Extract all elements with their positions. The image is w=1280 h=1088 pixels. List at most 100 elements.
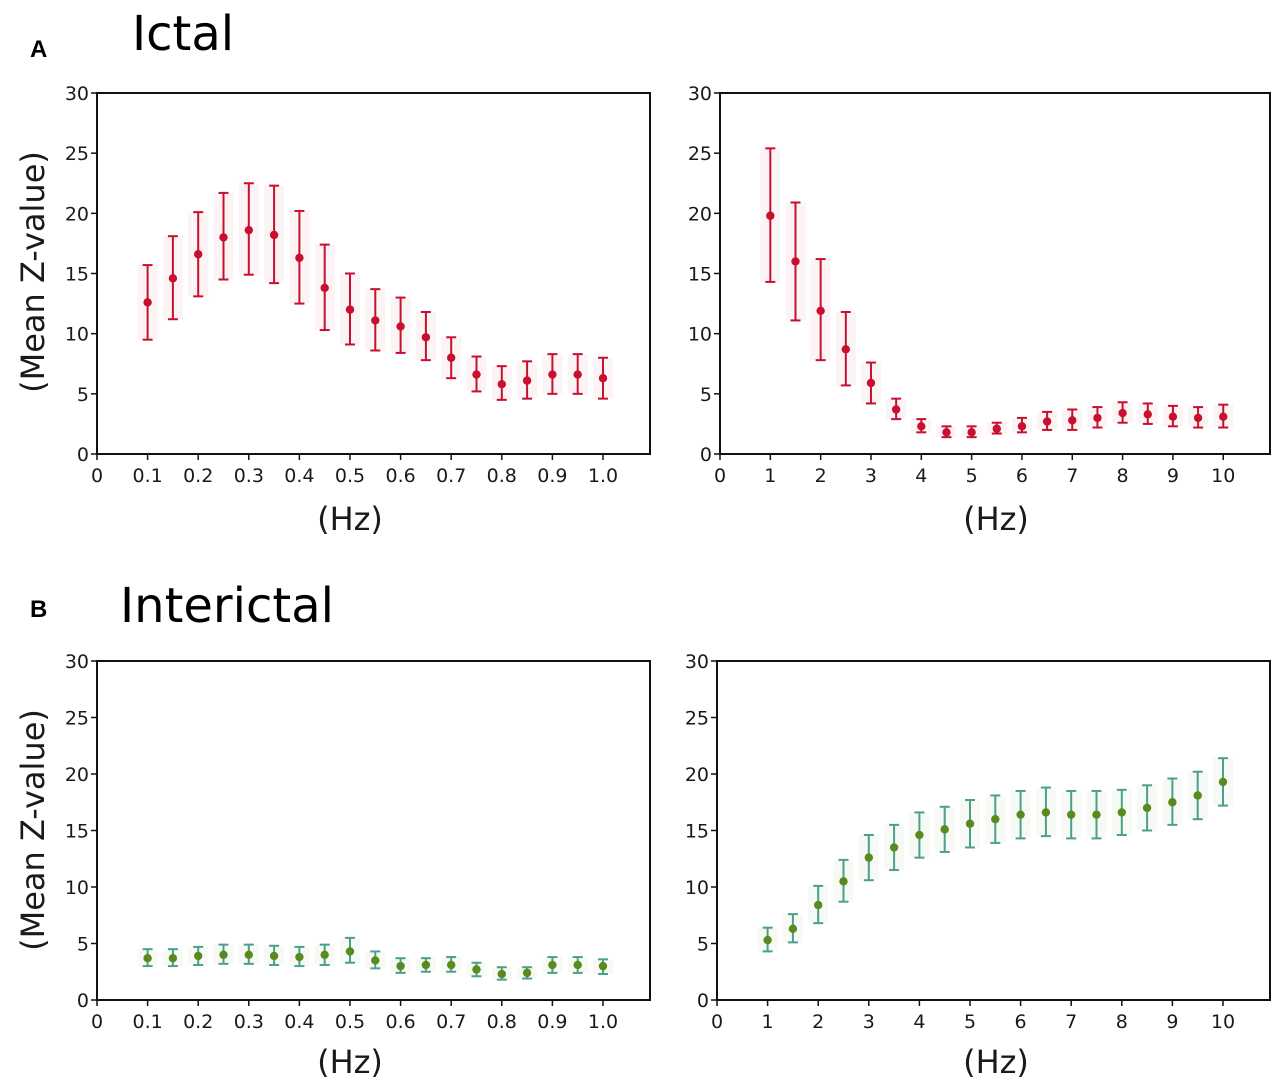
x-tick-label: 1 — [764, 465, 776, 487]
data-point — [791, 257, 800, 266]
y-tick-label: 0 — [77, 990, 89, 1012]
y-tick-label: 15 — [685, 821, 709, 843]
data-point — [522, 376, 532, 385]
data-point — [295, 253, 304, 263]
x-tick-label: 0.1 — [132, 1011, 162, 1033]
y-tick-label: 0 — [697, 990, 709, 1012]
x-tick-label: 0.2 — [183, 465, 213, 487]
x-tick-label: 0.8 — [487, 1011, 517, 1033]
data-point — [548, 960, 557, 970]
x-tick-label: 1.0 — [588, 1011, 618, 1033]
data-point — [1117, 808, 1126, 817]
data-point — [219, 233, 228, 242]
data-point — [446, 960, 456, 970]
data-point — [1193, 413, 1203, 423]
data-point — [219, 950, 228, 959]
y-tick-label: 25 — [685, 708, 709, 730]
data-point — [371, 956, 380, 965]
x-axis-label: (Hz) — [963, 500, 1029, 538]
x-tick-label: 2 — [812, 1011, 824, 1033]
x-tick-label: 4 — [915, 465, 927, 487]
panel-b-title: Interictal — [120, 578, 334, 634]
data-point — [942, 428, 951, 437]
data-point — [193, 250, 203, 259]
x-tick-label: 9 — [1167, 465, 1179, 487]
x-tick-label: 0.5 — [335, 1011, 365, 1033]
x-tick-label: 3 — [863, 1011, 875, 1033]
x-tick-label: 6 — [1015, 1011, 1027, 1033]
x-tick-label: 0.8 — [487, 465, 517, 487]
x-tick-label: 0.9 — [537, 1011, 567, 1033]
data-point — [143, 953, 152, 963]
data-point — [320, 950, 329, 959]
data-point — [371, 316, 380, 325]
panel-a-title: Ictal — [132, 6, 234, 62]
x-tick-label: 3 — [865, 465, 877, 487]
data-point — [269, 230, 279, 240]
data-point — [168, 953, 178, 963]
x-tick-label: 1 — [762, 1011, 774, 1033]
data-point — [841, 345, 851, 354]
data-point — [763, 935, 772, 945]
data-point — [891, 405, 901, 414]
data-point — [1068, 416, 1077, 425]
data-point — [598, 961, 608, 971]
y-tick-label: 30 — [685, 651, 709, 673]
x-axis-label: (Hz) — [317, 1043, 383, 1081]
data-point — [940, 825, 949, 834]
data-point — [573, 960, 582, 970]
data-point — [1142, 803, 1152, 813]
x-tick-label: 0 — [91, 1011, 103, 1033]
y-tick-label: 5 — [697, 934, 709, 956]
x-axis-label: (Hz) — [963, 1043, 1029, 1081]
data-point — [864, 853, 873, 862]
x-tick-label: 6 — [1016, 465, 1028, 487]
data-point — [788, 924, 798, 934]
y-tick-label: 30 — [688, 83, 712, 105]
y-tick-label: 30 — [65, 651, 89, 673]
y-tick-label: 0 — [77, 444, 89, 466]
y-tick-label: 20 — [65, 764, 89, 786]
x-tick-label: 0 — [711, 1011, 723, 1033]
data-point — [472, 965, 481, 974]
x-tick-label: 0.6 — [385, 1011, 415, 1033]
data-point — [295, 952, 304, 962]
ylabel-row-a: (Mean Z-value) — [14, 151, 52, 393]
data-point — [446, 353, 456, 362]
data-point — [1017, 422, 1027, 431]
x-tick-label: 0.6 — [385, 465, 415, 487]
x-tick-label: 0 — [714, 465, 726, 487]
data-point — [497, 969, 506, 979]
x-tick-label: 0.4 — [284, 1011, 314, 1033]
data-point — [345, 947, 355, 956]
data-point — [965, 819, 975, 828]
y-tick-label: 5 — [77, 934, 89, 956]
data-point — [1118, 408, 1127, 418]
data-point — [345, 305, 355, 314]
data-point — [1168, 798, 1177, 807]
data-point — [548, 370, 557, 379]
data-point — [320, 283, 329, 293]
data-point — [1093, 413, 1102, 423]
x-tick-label: 5 — [964, 1011, 976, 1033]
x-tick-label: 2 — [815, 465, 827, 487]
y-tick-label: 10 — [65, 877, 89, 899]
x-tick-label: 7 — [1065, 1011, 1077, 1033]
x-tick-label: 0.9 — [537, 465, 567, 487]
x-tick-label: 0.2 — [183, 1011, 213, 1033]
x-tick-label: 0.3 — [234, 1011, 264, 1033]
data-point — [1042, 417, 1052, 426]
x-axis-label: (Hz) — [317, 500, 383, 538]
y-tick-label: 5 — [77, 384, 89, 406]
data-point — [1016, 810, 1025, 819]
data-point — [244, 950, 253, 959]
data-point — [1218, 777, 1228, 787]
data-point — [1219, 412, 1228, 421]
data-point — [816, 306, 825, 316]
data-point — [1066, 810, 1076, 819]
y-tick-label: 25 — [65, 708, 89, 730]
x-tick-label: 0.5 — [335, 465, 365, 487]
x-tick-label: 0.7 — [436, 1011, 466, 1033]
y-tick-label: 20 — [65, 203, 89, 225]
